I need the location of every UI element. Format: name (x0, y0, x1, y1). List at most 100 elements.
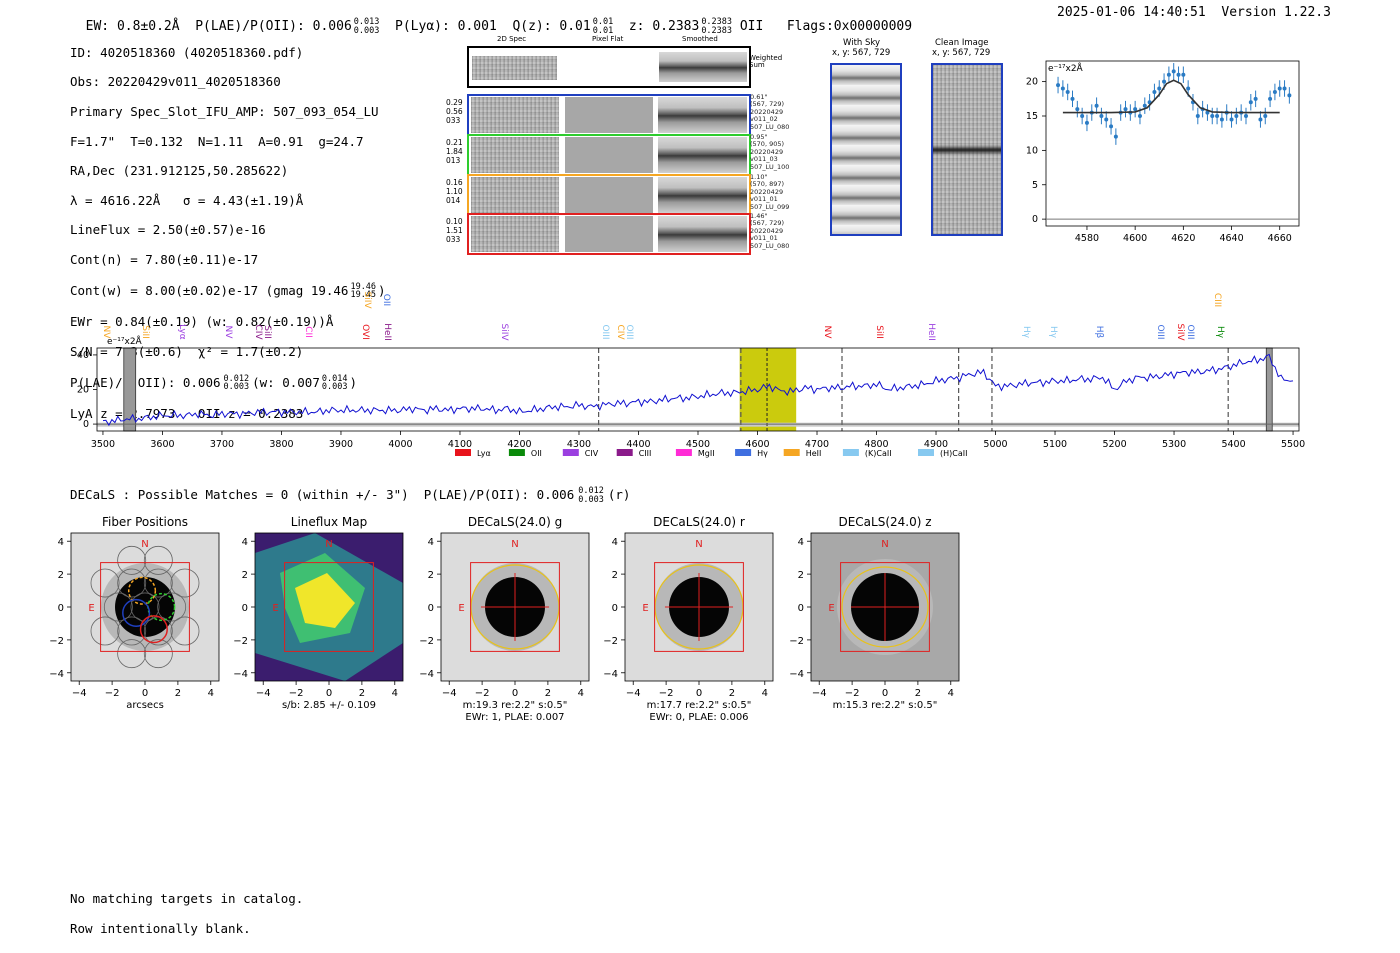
spectrum-legend-label: HeII (806, 449, 822, 458)
search-box (840, 562, 930, 652)
header-qz-hi: 0.01 (592, 17, 614, 27)
fiber-circle (90, 616, 120, 646)
decals-ytick-label: −4 (49, 669, 64, 680)
cutout-stamp-line: v011_02 (750, 115, 778, 124)
spectrum-line-label: SiIV (1175, 323, 1185, 341)
decals-xtick-label: −2 (659, 688, 674, 699)
decals-xtick-label: 4 (392, 688, 398, 699)
zoom-ytick-label: 20 (1026, 77, 1038, 88)
footer-line2: Row intentionally blank. (70, 921, 251, 936)
spectrum-xtick-label: 5100 (1043, 439, 1067, 450)
decals-xtick-label: −2 (289, 688, 304, 699)
decals-ytick-label: 2 (242, 570, 248, 581)
zoom-ytick-label: 15 (1026, 111, 1038, 122)
decals-panel-frame (254, 532, 404, 682)
zoom-point (1181, 72, 1186, 77)
fiber-circle (157, 592, 187, 622)
decals-ytick-label: 4 (798, 537, 804, 548)
spectrum-line-label: OIII (1155, 324, 1165, 339)
decals-ytick-label: 4 (242, 537, 248, 548)
cutout-stamp-line: 507_LU_100 (750, 162, 790, 171)
cutout-row-stats: 0.10 1.51 033 (446, 217, 463, 244)
cutout-title-smoothed: Smoothed (682, 35, 718, 43)
info-radec: RA,Dec (231.912125,50.285622) (70, 163, 289, 179)
spectrum-legend-label: (K)CaII (865, 449, 892, 458)
decals-ytick-label: 0 (58, 603, 64, 614)
zoom-point (1094, 103, 1099, 108)
fiber-circle (117, 568, 147, 598)
spectrum-xtick-label: 4300 (567, 439, 591, 450)
decals-ytick-label: −4 (233, 669, 248, 680)
cutout-row-stats: 0.21 1.84 013 (446, 138, 463, 165)
spectrum-xtick-label: 5300 (1162, 439, 1186, 450)
info-plae: P(LAE)/P(OII): 0.006 0.012 0.003 (w: 0.007 0… (70, 374, 386, 393)
search-box (284, 562, 374, 652)
compass-north: N (325, 539, 332, 550)
zoom-point (1099, 114, 1104, 118)
cutout-stamp-line: (567, 729) (750, 100, 785, 109)
zoom-point (1258, 117, 1263, 122)
spectrum-legend-label: Hγ (757, 449, 768, 458)
cutout-weighted-label: Weighted Sum (749, 54, 783, 69)
zoom-point (1056, 83, 1061, 88)
info-obs: Obs: 20220429v011_4020518360 (70, 74, 281, 90)
cutout-stamp-line: v011_01 (750, 195, 778, 204)
decals-ytick-label: 4 (58, 537, 64, 548)
info-ewr: EWr = 0.84(±0.19) (w: 0.82(±0.19))Å (70, 314, 334, 330)
header-summary: EW: 0.8±0.2Å P(LAE)/P(OII): 0.006 0.013 0.… (70, 3, 912, 35)
spectrum-line-label: CIII (1212, 293, 1222, 307)
cutout-stamp-line: (570, 897) (750, 180, 785, 189)
cutout-stamp-line: v011_03 (750, 155, 778, 164)
zoom-point (1123, 107, 1128, 112)
aperture-ellipse (470, 564, 560, 650)
zoom-point (1109, 124, 1114, 129)
zoom-point (1215, 114, 1220, 118)
zoom-point (1065, 89, 1070, 94)
decals-panel-sub2: EWr: 0, PLAE: 0.006 (649, 712, 748, 723)
cutout-stat: 014 (446, 196, 461, 205)
decals-panel-bg (441, 533, 589, 681)
zoom-point (1166, 72, 1171, 77)
info-sn: S/N = 7.3(±0.6) χ² = 1.7(±0.2) (70, 343, 304, 359)
spectrum-line-label: Hγ (1215, 326, 1225, 339)
cutout-row (467, 94, 751, 136)
cutout-row-stats: 0.16 1.10 014 (446, 178, 463, 205)
cutout-weighted-smoothed (659, 52, 747, 82)
decals-ytick-label: 0 (428, 603, 434, 614)
source-core (669, 577, 729, 637)
zoom-point (1272, 89, 1277, 94)
source-core (485, 577, 545, 637)
spectrum-line-label: CIV (615, 324, 625, 340)
source-core (115, 577, 175, 637)
lineflux-peak (295, 573, 355, 628)
decals-ytick-label: 2 (58, 570, 64, 581)
search-box (654, 562, 744, 652)
cutout-pixelflat (565, 97, 653, 133)
zoom-ytick-label: 5 (1032, 180, 1038, 191)
decals-ytick-label: 2 (428, 570, 434, 581)
decals-ytick-label: 0 (612, 603, 618, 614)
decals-panel-frame (70, 532, 220, 682)
spectrum-legend-swatch (508, 449, 525, 456)
zoom-point (1239, 110, 1244, 115)
cutout-stamp-line: 20220429 (750, 147, 784, 156)
with-sky-xy: x, y: 567, 729 (832, 48, 891, 58)
zoom-point (1147, 100, 1152, 105)
spectrum-legend-swatch (616, 449, 633, 456)
spectrum-xtick-label: 4400 (626, 439, 650, 450)
decals-panel-bg (625, 533, 773, 681)
cutout-smoothed (658, 177, 747, 213)
source-core (851, 573, 919, 641)
zoom-point (1070, 96, 1075, 101)
spectrum-legend-label: MgII (698, 449, 715, 458)
decals-panel-sub1: m:15.3 re:2.2" s:0.5" (833, 700, 938, 711)
fiber-circle (90, 568, 120, 598)
cutout-stamp-line: 0.95" (750, 133, 768, 141)
spectrum-xtick-label: 3900 (329, 439, 353, 450)
cutout-stamp-line: (570, 905) (750, 140, 785, 149)
clean-image (931, 63, 1003, 236)
zoom-point (1113, 134, 1118, 139)
cutout-row-stamp: 0.61" (567, 729) 20220429 v011_02 507_LU_080 (750, 93, 789, 131)
decals-xtick-label: −4 (626, 688, 641, 699)
zoom-ytick-label: 10 (1026, 145, 1038, 156)
